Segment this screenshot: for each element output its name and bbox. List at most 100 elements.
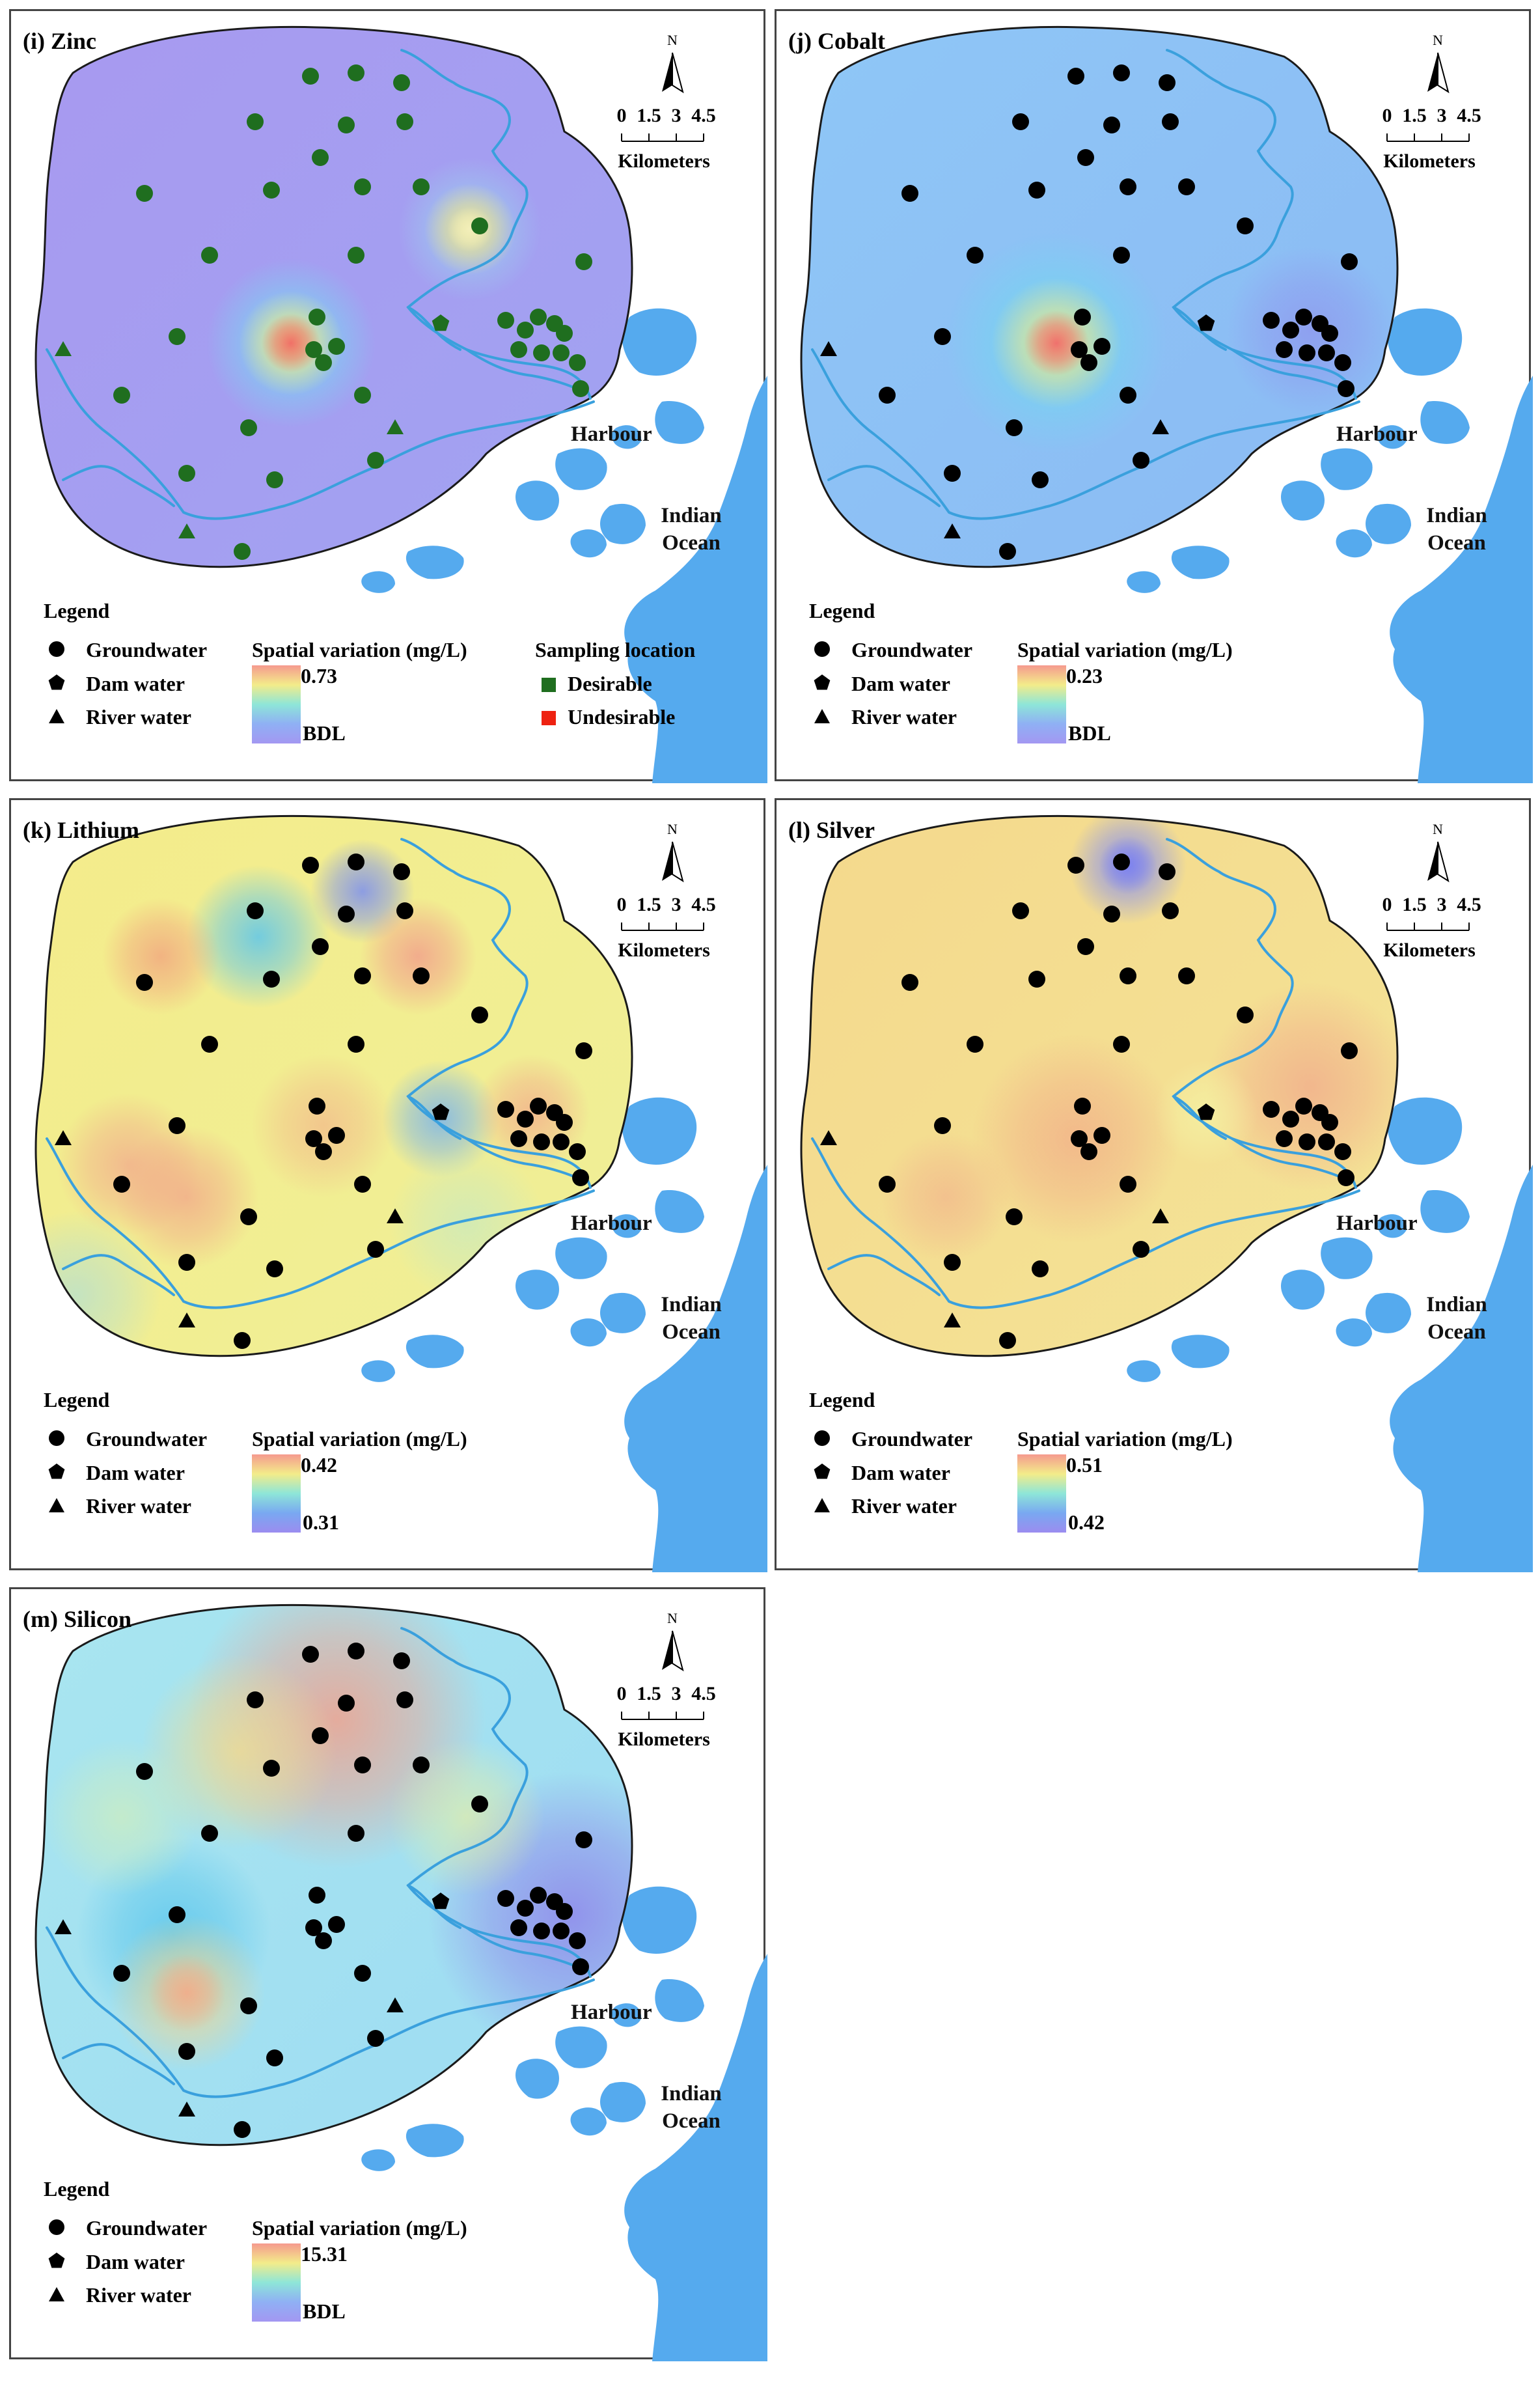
groundwater-marker (312, 938, 329, 955)
groundwater-marker (510, 1919, 527, 1936)
groundwater-marker (309, 309, 325, 326)
groundwater-marker (302, 1646, 319, 1663)
dam-water-legend-icon (48, 1464, 65, 1479)
dam-water-marker (432, 1104, 450, 1120)
legend-river-water: River water (851, 1494, 957, 1518)
legend-title: Legend (44, 2177, 110, 2201)
scale-tick-label: 1.5 (1402, 105, 1427, 126)
groundwater-marker (302, 857, 319, 874)
scale-tick-label: 3 (1437, 894, 1447, 915)
panel-lithium: (k) Lithium N 0 1.5 3 4.5 Kilometers Harbour Ind… (9, 798, 767, 1572)
groundwater-marker (169, 1117, 186, 1134)
river-water-legend-icon (814, 1498, 830, 1512)
dam-water-marker (1197, 314, 1215, 331)
groundwater-marker (234, 543, 251, 560)
ocean-label-1: Indian (1426, 1293, 1487, 1316)
river-water-marker (1152, 419, 1169, 434)
groundwater-marker (247, 113, 264, 130)
legend-river-water: River water (851, 705, 957, 729)
legend: Legend Groundwater Dam water River water Spa… (809, 1388, 1233, 1534)
groundwater-marker (1341, 1042, 1358, 1059)
groundwater-marker (572, 380, 589, 397)
groundwater-marker (354, 1756, 371, 1773)
scale-tick-label: 0 (1382, 894, 1392, 915)
legend-dam-water: Dam water (851, 672, 950, 695)
groundwater-marker (1103, 906, 1120, 923)
dam-water-marker (1197, 1104, 1215, 1120)
groundwater-marker (113, 1965, 130, 1982)
groundwater-marker (178, 1254, 195, 1271)
groundwater-marker (517, 1111, 534, 1128)
groundwater-marker (354, 1965, 371, 1982)
groundwater-marker (240, 1208, 257, 1225)
scale-tick-label: 4.5 (1457, 894, 1481, 915)
groundwater-marker (305, 1130, 322, 1147)
groundwater-marker (510, 1130, 527, 1147)
groundwater-marker (413, 967, 430, 984)
groundwater-marker (136, 974, 153, 991)
groundwater-marker (312, 149, 329, 166)
north-arrow-icon: N (662, 1610, 684, 1672)
groundwater-marker (305, 1919, 322, 1936)
scale-tick-label: 1.5 (1402, 894, 1427, 915)
ocean (1127, 308, 1533, 783)
groundwater-marker (1299, 1133, 1315, 1150)
groundwater-marker (533, 1923, 550, 1939)
groundwater-marker (569, 1143, 586, 1160)
scale-unit: Kilometers (618, 150, 710, 172)
river-water-marker (1152, 1208, 1169, 1223)
river-water-legend-icon (49, 1498, 64, 1512)
groundwater-marker (348, 854, 364, 870)
groundwater-marker (354, 1176, 371, 1193)
legend-groundwater: Groundwater (851, 638, 972, 661)
groundwater-marker (901, 185, 918, 202)
groundwater-marker (471, 217, 488, 234)
groundwater-marker (136, 185, 153, 202)
groundwater-marker (1006, 1208, 1023, 1225)
groundwater-marker (348, 1825, 364, 1842)
groundwater-marker (1282, 322, 1299, 339)
river-water-marker (178, 523, 195, 538)
groundwater-marker (1162, 113, 1179, 130)
north-arrow-icon: N (662, 32, 684, 94)
groundwater-marker (1080, 354, 1097, 371)
legend-desirable: Desirable (568, 672, 652, 695)
groundwater-marker (240, 1997, 257, 2014)
groundwater-marker (1263, 312, 1280, 329)
spatial-variation-title: Spatial variation (mg/L) (1017, 1427, 1233, 1451)
groundwater-marker (136, 1763, 153, 1780)
scale-tick-label: 0 (617, 105, 627, 126)
scale-tick-label: 4.5 (691, 1683, 716, 1704)
groundwater-marker (575, 1831, 592, 1848)
groundwater-marker (338, 117, 355, 133)
groundwater-marker (396, 902, 413, 919)
groundwater-marker (354, 178, 371, 195)
undesirable-swatch (542, 711, 556, 725)
sampling-markers (820, 854, 1358, 1349)
groundwater-marker (967, 247, 983, 264)
groundwater-marker (1133, 452, 1149, 469)
color-ramp-min: BDL (1068, 721, 1111, 745)
groundwater-marker (169, 1906, 186, 1923)
groundwater-marker (517, 322, 534, 339)
groundwater-marker (967, 1036, 983, 1053)
groundwater-marker (1093, 338, 1110, 355)
groundwater-marker (1299, 344, 1315, 361)
groundwater-marker (367, 2030, 384, 2047)
color-ramp-min: 0.42 (1068, 1510, 1105, 1534)
groundwater-marker (309, 1098, 325, 1115)
groundwater-marker (1080, 1143, 1097, 1160)
groundwater-marker (1032, 1260, 1049, 1277)
legend-river-water: River water (86, 705, 191, 729)
scale-bar: 0 1.5 3 4.5 Kilometers (617, 1683, 716, 1750)
ocean-label-1: Indian (661, 1293, 722, 1316)
groundwater-marker (328, 1916, 345, 1933)
groundwater-marker (1120, 178, 1136, 195)
sampling-markers (820, 64, 1358, 560)
groundwater-legend-icon (814, 641, 830, 657)
groundwater-marker (1237, 1007, 1254, 1023)
legend-dam-water: Dam water (851, 1461, 950, 1484)
panel-title: (l) Silver (788, 817, 875, 843)
groundwater-marker (234, 2121, 251, 2138)
rivers (811, 838, 1360, 1309)
